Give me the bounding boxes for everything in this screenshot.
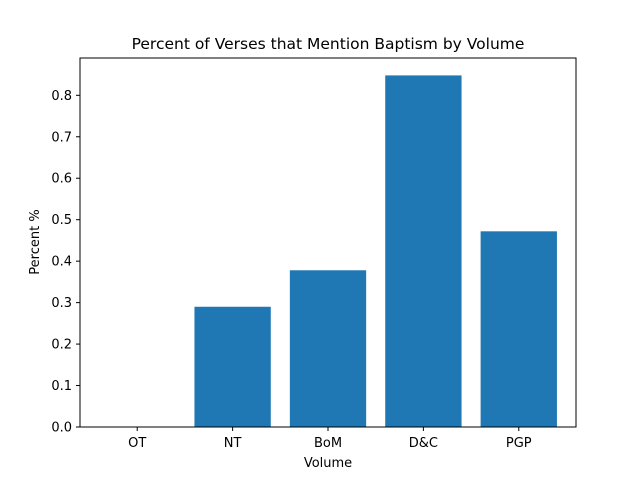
y-tick-label: 0.7: [51, 130, 72, 145]
bar-pgp: [480, 231, 557, 427]
bars-layer: [194, 75, 557, 427]
y-tick-label: 0.0: [51, 421, 72, 436]
x-tick-label: NT: [224, 436, 242, 451]
y-tick-label: 0.1: [51, 379, 72, 394]
y-tick-label: 0.5: [51, 213, 72, 228]
chart-title: Percent of Verses that Mention Baptism b…: [132, 35, 525, 53]
y-tick-label: 0.6: [51, 172, 72, 187]
y-tick-label: 0.8: [51, 89, 72, 104]
x-axis-label: Volume: [304, 456, 352, 471]
x-axis: OT NT BoM D&C PGP: [128, 427, 532, 451]
y-tick-label: 0.2: [51, 338, 72, 353]
y-tick-label: 0.3: [51, 296, 72, 311]
x-tick-label: D&C: [409, 436, 438, 451]
bar-d-c: [385, 75, 462, 427]
x-tick-label: OT: [128, 436, 146, 451]
y-tick-label: 0.4: [51, 255, 72, 270]
bar-nt: [194, 306, 271, 427]
x-tick-label: PGP: [506, 436, 532, 451]
y-axis-label: Percent %: [28, 209, 43, 274]
x-tick-label: BoM: [314, 436, 342, 451]
bar-bom: [289, 270, 367, 427]
y-axis: 0.0 0.1 0.2 0.3 0.4 0.5 0.6 0.7 0.8: [51, 89, 80, 436]
